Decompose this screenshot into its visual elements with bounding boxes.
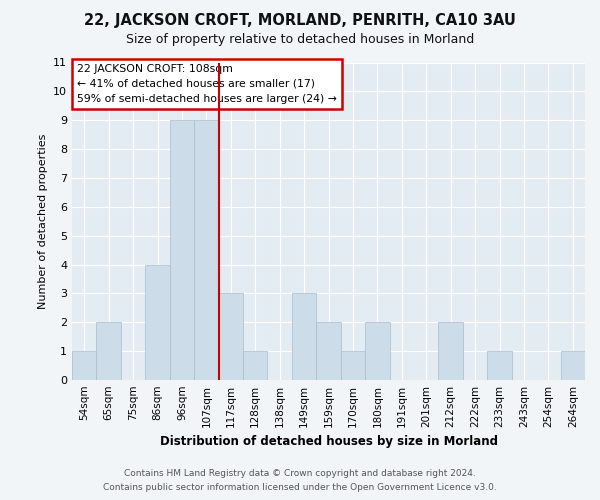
Bar bbox=[316, 322, 341, 380]
Bar bbox=[194, 120, 218, 380]
Bar bbox=[487, 351, 512, 380]
Bar bbox=[439, 322, 463, 380]
Bar bbox=[218, 294, 243, 380]
Bar bbox=[170, 120, 194, 380]
Y-axis label: Number of detached properties: Number of detached properties bbox=[38, 134, 47, 309]
Text: Contains public sector information licensed under the Open Government Licence v3: Contains public sector information licen… bbox=[103, 484, 497, 492]
Bar bbox=[560, 351, 585, 380]
Bar bbox=[341, 351, 365, 380]
Text: 22, JACKSON CROFT, MORLAND, PENRITH, CA10 3AU: 22, JACKSON CROFT, MORLAND, PENRITH, CA1… bbox=[84, 12, 516, 28]
Text: 22 JACKSON CROFT: 108sqm
← 41% of detached houses are smaller (17)
59% of semi-d: 22 JACKSON CROFT: 108sqm ← 41% of detach… bbox=[77, 64, 337, 104]
Bar bbox=[365, 322, 389, 380]
Text: Contains HM Land Registry data © Crown copyright and database right 2024.: Contains HM Land Registry data © Crown c… bbox=[124, 468, 476, 477]
Bar bbox=[243, 351, 268, 380]
Bar bbox=[97, 322, 121, 380]
X-axis label: Distribution of detached houses by size in Morland: Distribution of detached houses by size … bbox=[160, 436, 497, 448]
Bar bbox=[145, 264, 170, 380]
Bar bbox=[292, 294, 316, 380]
Text: Size of property relative to detached houses in Morland: Size of property relative to detached ho… bbox=[126, 32, 474, 46]
Bar bbox=[72, 351, 97, 380]
